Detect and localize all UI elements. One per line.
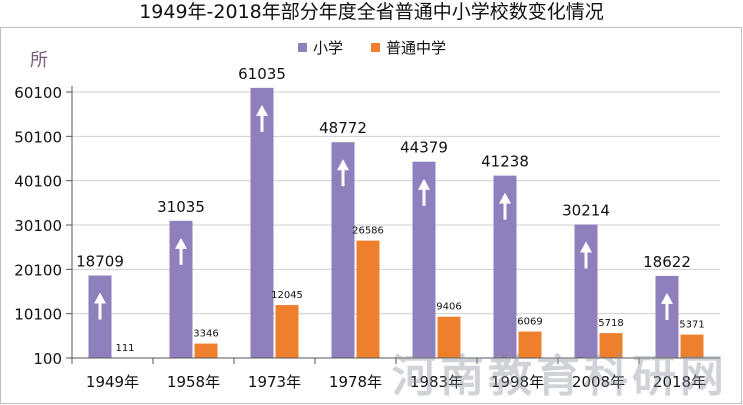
bar-secondary-school	[356, 240, 380, 358]
bar-primary-school	[412, 161, 436, 358]
x-tick-label: 1998年	[491, 373, 544, 391]
y-tick-label: 100	[33, 350, 62, 368]
bar-primary-school	[169, 220, 193, 358]
bar-primary-school	[250, 87, 274, 359]
x-tick-label: 2008年	[572, 373, 625, 391]
up-arrow-head-icon	[175, 237, 187, 249]
x-tick-label: 1983年	[410, 373, 463, 391]
data-label-secondary-school: 12045	[271, 290, 303, 301]
data-label-secondary-school: 3346	[193, 329, 218, 340]
data-label-primary-school: 41238	[481, 153, 529, 171]
data-label-secondary-school: 5718	[598, 318, 623, 329]
y-tick-label: 60100	[14, 84, 62, 102]
y-tick-label: 20100	[14, 261, 62, 279]
x-axis: 1949年 1958年 1973年 1978年 1983年 1998年 2008年 2018年	[71, 357, 720, 391]
bars: 18709 111 31035 3346 61035 12045 48772 26586 443…	[76, 65, 705, 359]
legend: 小学 普通中学	[298, 39, 446, 57]
up-arrow-head-icon	[337, 159, 349, 171]
x-tick-label: 1978年	[329, 373, 382, 391]
x-tick-label: 1973年	[248, 373, 301, 391]
legend-swatch	[298, 43, 307, 52]
up-arrow-head-icon	[94, 292, 106, 304]
up-arrow-head-icon	[580, 241, 592, 253]
bar-secondary-school	[518, 331, 542, 358]
data-label-primary-school: 48772	[319, 119, 367, 137]
data-label-primary-school: 31035	[157, 198, 205, 216]
y-axis: 100 10100 20100 30100 40100 50100 60100	[14, 84, 73, 368]
watermark: 河南教育科研网	[392, 351, 728, 402]
y-tick-label: 30100	[14, 217, 62, 235]
data-label-secondary-school: 26586	[352, 226, 384, 237]
y-tick-label: 40100	[14, 173, 62, 191]
bar-primary-school	[574, 224, 598, 358]
data-label-secondary-school: 6069	[517, 317, 542, 328]
bar-secondary-school	[599, 333, 623, 358]
y-tick-label: 10100	[14, 306, 62, 324]
bar-primary-school	[493, 175, 517, 358]
chart-title: 1949年-2018年部分年度全省普通中小学校数变化情况	[139, 1, 604, 23]
data-label-secondary-school: 9406	[436, 302, 461, 313]
chart-border	[0, 27, 742, 404]
bar-primary-school	[331, 142, 355, 358]
x-tick-label: 1958年	[167, 373, 220, 391]
up-arrow-head-icon	[661, 292, 673, 304]
data-label-primary-school: 30214	[562, 201, 610, 219]
data-label-secondary-school: 5371	[679, 320, 704, 331]
bar-secondary-school	[680, 334, 704, 358]
y-tick-label: 50100	[14, 128, 62, 146]
data-label-primary-school: 18622	[643, 253, 691, 271]
data-label-primary-school: 18709	[76, 253, 124, 271]
bar-secondary-school	[194, 343, 218, 358]
data-label-secondary-school: 111	[115, 343, 134, 354]
up-arrow-head-icon	[499, 192, 511, 204]
data-label-primary-school: 44379	[400, 139, 448, 157]
x-tick-label: 2018年	[653, 373, 706, 391]
legend-label: 普通中学	[386, 39, 446, 57]
bar-secondary-school	[275, 305, 299, 358]
y-axis-label: 所	[30, 50, 48, 71]
x-tick-label: 1949年	[86, 373, 139, 391]
legend-label: 小学	[313, 39, 343, 57]
bar-secondary-school	[437, 316, 461, 358]
legend-swatch	[371, 43, 380, 52]
up-arrow-head-icon	[256, 104, 268, 116]
data-label-primary-school: 61035	[238, 65, 286, 83]
up-arrow-head-icon	[418, 178, 430, 190]
